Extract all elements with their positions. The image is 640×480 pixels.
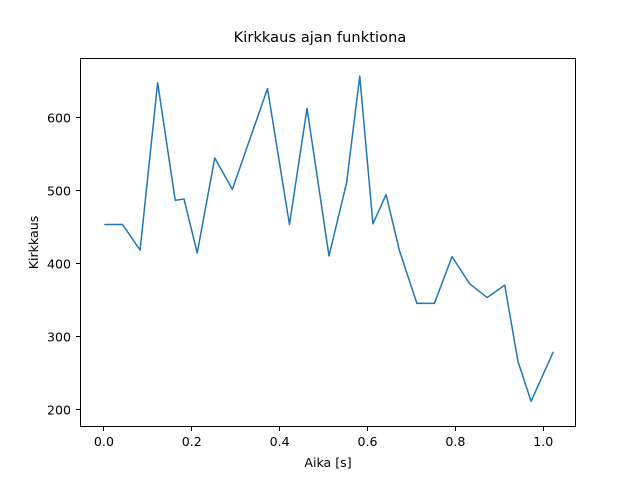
x-tick-label: 0.4 [269, 434, 290, 449]
y-tick-mark [76, 190, 80, 192]
plot-area [80, 58, 576, 427]
y-tick-mark [76, 263, 80, 265]
y-tick-mark [76, 336, 80, 338]
x-tick-mark [103, 427, 105, 431]
x-tick-mark [191, 427, 193, 431]
x-axis-label: Aika [s] [304, 455, 352, 470]
y-tick-label: 500 [46, 183, 71, 199]
y-tick-mark [76, 409, 80, 411]
x-tick-mark [454, 427, 456, 431]
x-tick-mark [279, 427, 281, 431]
y-tick-mark [76, 117, 80, 119]
x-tick-label: 0.0 [93, 434, 114, 449]
x-tick-mark [542, 427, 544, 431]
x-tick-label: 0.6 [357, 434, 378, 449]
data-line [104, 75, 554, 403]
y-tick-label: 400 [46, 256, 71, 272]
x-tick-mark [367, 427, 369, 431]
y-tick-label: 300 [46, 329, 71, 345]
y-tick-label: 600 [46, 110, 71, 126]
x-tick-label: 0.2 [181, 434, 202, 449]
chart-title: Kirkkaus ajan funktiona [233, 30, 407, 46]
x-tick-label: 0.8 [445, 434, 466, 449]
x-tick-label: 1.0 [533, 434, 554, 449]
line-series-svg [104, 75, 554, 403]
y-tick-label: 200 [46, 402, 71, 418]
